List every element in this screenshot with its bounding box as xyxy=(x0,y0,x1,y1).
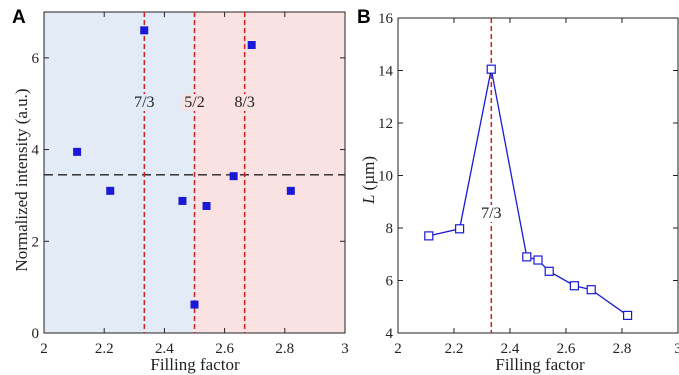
panel-a-data-point xyxy=(247,41,256,50)
panel-a-data-point xyxy=(190,300,199,309)
panel-b-filling-label-bg xyxy=(479,205,504,222)
panel-a-filling-label: 5/2 xyxy=(184,94,204,111)
panel-a-letter: A xyxy=(12,7,26,28)
panel-b-data-point xyxy=(569,281,580,291)
panel-b-ytick-label: 10 xyxy=(378,169,393,185)
panel-b-xtick-label: 2.8 xyxy=(613,341,632,357)
panel-a-filling-label: 7/3 xyxy=(134,94,154,111)
panel-a-ytick-label: 0 xyxy=(32,326,40,342)
panel-a-xlabel: Filling factor xyxy=(150,355,240,374)
panel-a-data-point xyxy=(106,186,115,195)
panel-b-ylabel-symbol: L xyxy=(359,195,378,205)
panel-a-xtick-label: 2.8 xyxy=(275,341,294,357)
panel-b-ytick-label: 6 xyxy=(386,274,394,290)
panel-a-region-red xyxy=(194,12,345,333)
panel-a-ytick-label: 4 xyxy=(32,143,40,159)
panel-a-filling-label-bg xyxy=(232,94,257,111)
panel-a-xtick-label: 2.6 xyxy=(215,341,234,357)
panel-b-xlabel: Filling factor xyxy=(495,355,585,374)
panel-b-ytick-label: 16 xyxy=(378,11,394,27)
panel-b-data-point xyxy=(424,231,434,241)
panel-b: B Filling factor L (µm) 2 2.2 2.4 2.6 2.8 3 4 6… xyxy=(357,7,679,374)
panel-b-xtick-label: 2.2 xyxy=(445,341,464,357)
panel-a-xtick-label: 2.2 xyxy=(95,341,114,357)
panel-a-region-blue xyxy=(44,12,195,333)
panel-a-filling-label: 8/3 xyxy=(234,94,254,111)
panel-a-data-point xyxy=(140,26,149,35)
panel-b-ylabel: L (µm) xyxy=(359,156,378,205)
panel-b-data-point xyxy=(522,252,532,262)
panel-a-ytick-label: 6 xyxy=(32,51,40,67)
panel-b-letter: B xyxy=(357,7,371,28)
panel-b-data-point xyxy=(544,266,554,276)
panel-a-data-point xyxy=(73,147,82,156)
panel-a-xtick-label: 2.4 xyxy=(155,341,174,357)
panel-b-data-point xyxy=(622,310,633,321)
panel-b-filling-label: 7/3 xyxy=(481,205,501,222)
panel-b-data-point xyxy=(486,64,496,74)
panel-b-ytick-label: 4 xyxy=(386,326,394,342)
panel-a-data-point xyxy=(202,201,211,210)
panel-b-series-line xyxy=(428,69,628,316)
panel-a-data-point xyxy=(229,172,238,181)
panel-b-data-point xyxy=(455,224,465,234)
panel-b-frame xyxy=(397,17,679,334)
panel-b-ytick-label: 8 xyxy=(386,221,394,237)
panel-b-xtick-label: 3 xyxy=(674,341,679,357)
panel-a-ytick-label: 2 xyxy=(32,234,40,250)
panel-a-data-point xyxy=(178,196,187,205)
panel-a-data-point xyxy=(286,186,295,195)
panel-b-xtick-label: 2.6 xyxy=(557,341,576,357)
panel-b-ylabel-unit: (µm) xyxy=(359,156,378,195)
panel-a-ylabel: Normalized intensity (a.u.) xyxy=(12,88,31,271)
panel-a: A Filling factor Normalized intensity (a… xyxy=(12,7,349,374)
panel-b-data-point xyxy=(586,285,596,295)
panel-a-filling-label-bg xyxy=(132,94,157,111)
panel-b-xtick-label: 2.4 xyxy=(501,341,520,357)
panel-a-xtick-label: 2 xyxy=(40,341,48,357)
panel-b-ytick-label: 12 xyxy=(378,116,393,132)
panel-a-xtick-label: 3 xyxy=(341,341,349,357)
panel-b-data-point xyxy=(533,255,543,265)
panel-a-filling-label-bg xyxy=(182,94,207,111)
panel-b-ytick-label: 14 xyxy=(378,64,394,80)
panel-b-xtick-label: 2 xyxy=(394,341,402,357)
